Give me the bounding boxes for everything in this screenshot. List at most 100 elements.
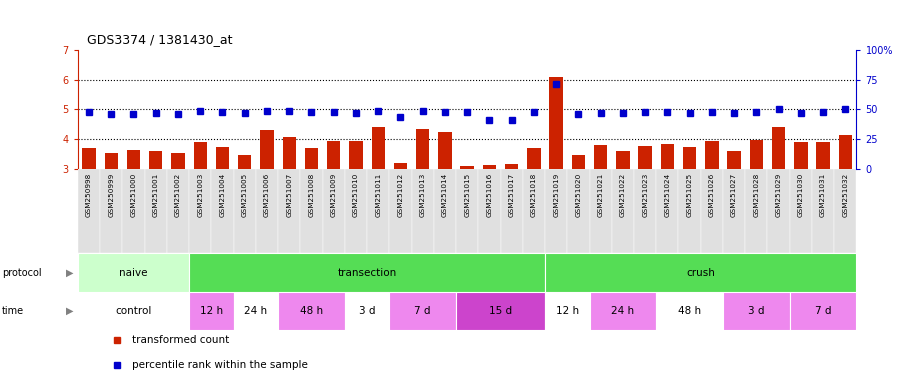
Bar xyxy=(528,148,540,169)
Text: 24 h: 24 h xyxy=(245,306,267,316)
Text: GSM251028: GSM251028 xyxy=(753,173,759,217)
FancyBboxPatch shape xyxy=(590,169,612,253)
FancyBboxPatch shape xyxy=(590,292,656,330)
FancyBboxPatch shape xyxy=(234,292,278,330)
Text: GSM251027: GSM251027 xyxy=(731,173,737,217)
Text: naive: naive xyxy=(119,268,147,278)
Bar xyxy=(193,142,207,169)
Bar xyxy=(104,152,118,169)
Text: control: control xyxy=(115,306,152,316)
FancyBboxPatch shape xyxy=(434,169,456,253)
Text: 12 h: 12 h xyxy=(556,306,579,316)
Bar xyxy=(394,163,407,169)
Text: GSM251001: GSM251001 xyxy=(153,173,158,217)
FancyBboxPatch shape xyxy=(234,169,256,253)
FancyBboxPatch shape xyxy=(790,292,856,330)
Text: GSM251012: GSM251012 xyxy=(398,173,403,217)
Bar xyxy=(327,141,341,169)
Text: GSM251015: GSM251015 xyxy=(464,173,470,217)
Bar xyxy=(638,146,652,169)
Text: GSM251024: GSM251024 xyxy=(664,173,671,217)
Text: GSM251009: GSM251009 xyxy=(331,173,337,217)
Text: 3 d: 3 d xyxy=(359,306,376,316)
Text: GSM250998: GSM250998 xyxy=(86,173,92,217)
Bar xyxy=(260,130,274,169)
FancyBboxPatch shape xyxy=(389,292,456,330)
FancyBboxPatch shape xyxy=(212,169,234,253)
FancyBboxPatch shape xyxy=(367,169,389,253)
FancyBboxPatch shape xyxy=(278,169,300,253)
Bar xyxy=(616,151,629,169)
FancyBboxPatch shape xyxy=(78,169,100,253)
FancyBboxPatch shape xyxy=(456,292,545,330)
FancyBboxPatch shape xyxy=(656,292,723,330)
Bar xyxy=(416,129,430,169)
Text: GSM251020: GSM251020 xyxy=(575,173,582,217)
FancyBboxPatch shape xyxy=(545,253,856,292)
Bar xyxy=(816,142,830,169)
FancyBboxPatch shape xyxy=(545,292,590,330)
Bar xyxy=(572,155,585,169)
FancyBboxPatch shape xyxy=(189,253,545,292)
FancyBboxPatch shape xyxy=(701,169,723,253)
FancyBboxPatch shape xyxy=(344,292,389,330)
Text: 3 d: 3 d xyxy=(748,306,765,316)
Text: time: time xyxy=(2,306,24,316)
Bar xyxy=(216,147,229,169)
Text: GSM251007: GSM251007 xyxy=(286,173,292,217)
Bar xyxy=(839,135,852,169)
FancyBboxPatch shape xyxy=(790,169,812,253)
Text: GSM251032: GSM251032 xyxy=(843,173,848,217)
FancyBboxPatch shape xyxy=(723,169,746,253)
Bar xyxy=(683,147,696,169)
Text: protocol: protocol xyxy=(2,268,41,278)
Bar xyxy=(149,151,162,169)
Text: GSM251018: GSM251018 xyxy=(531,173,537,217)
FancyBboxPatch shape xyxy=(256,169,278,253)
Text: GSM251013: GSM251013 xyxy=(420,173,426,217)
Text: 7 d: 7 d xyxy=(414,306,431,316)
FancyBboxPatch shape xyxy=(389,169,411,253)
Bar xyxy=(772,127,785,169)
FancyBboxPatch shape xyxy=(545,169,567,253)
Text: GSM251014: GSM251014 xyxy=(442,173,448,217)
Text: transformed count: transformed count xyxy=(133,335,230,345)
Text: ▶: ▶ xyxy=(66,306,73,316)
Bar xyxy=(126,150,140,169)
Bar xyxy=(349,141,363,169)
Text: GSM251002: GSM251002 xyxy=(175,173,181,217)
Text: 48 h: 48 h xyxy=(300,306,323,316)
FancyBboxPatch shape xyxy=(167,169,189,253)
Bar xyxy=(372,127,385,169)
Bar xyxy=(305,148,318,169)
FancyBboxPatch shape xyxy=(145,169,167,253)
Text: 7 d: 7 d xyxy=(815,306,832,316)
Text: GSM251023: GSM251023 xyxy=(642,173,649,217)
FancyBboxPatch shape xyxy=(723,292,790,330)
Bar xyxy=(461,166,474,169)
Bar xyxy=(82,147,95,169)
FancyBboxPatch shape xyxy=(834,169,856,253)
Bar xyxy=(238,155,251,169)
FancyBboxPatch shape xyxy=(78,253,189,292)
Bar xyxy=(660,144,674,169)
Text: GSM251029: GSM251029 xyxy=(776,173,781,217)
FancyBboxPatch shape xyxy=(567,169,590,253)
FancyBboxPatch shape xyxy=(812,169,834,253)
Text: GSM251004: GSM251004 xyxy=(220,173,225,217)
Text: percentile rank within the sample: percentile rank within the sample xyxy=(133,360,309,370)
FancyBboxPatch shape xyxy=(523,169,545,253)
Bar xyxy=(282,137,296,169)
FancyBboxPatch shape xyxy=(679,169,701,253)
Text: GSM251008: GSM251008 xyxy=(309,173,314,217)
FancyBboxPatch shape xyxy=(123,169,145,253)
FancyBboxPatch shape xyxy=(612,169,634,253)
FancyBboxPatch shape xyxy=(300,169,322,253)
FancyBboxPatch shape xyxy=(411,169,434,253)
Bar xyxy=(550,77,562,169)
Text: 48 h: 48 h xyxy=(678,306,701,316)
FancyBboxPatch shape xyxy=(634,169,656,253)
FancyBboxPatch shape xyxy=(322,169,344,253)
Text: 24 h: 24 h xyxy=(611,306,635,316)
Text: GSM251000: GSM251000 xyxy=(130,173,136,217)
